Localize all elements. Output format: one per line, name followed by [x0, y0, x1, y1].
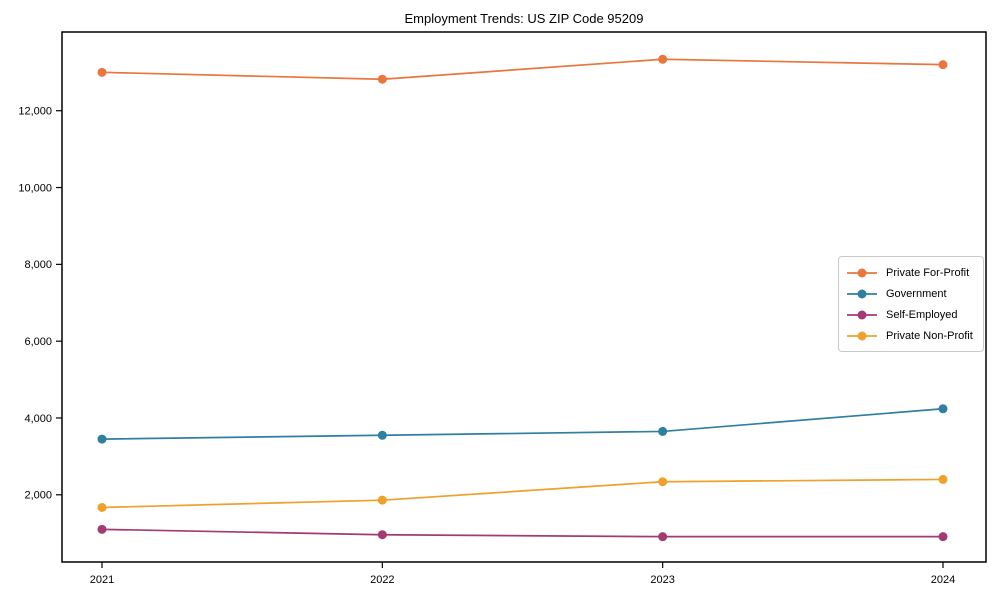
data-point-marker [658, 477, 668, 487]
data-point-marker [938, 474, 948, 484]
y-tick-label: 6,000 [24, 336, 52, 348]
x-tick-label: 2021 [90, 574, 114, 586]
y-tick-label: 12,000 [18, 106, 52, 118]
data-point-marker [97, 524, 107, 534]
data-point-marker [938, 532, 948, 542]
y-tick-label: 8,000 [24, 259, 52, 271]
legend-label: Private For-Profit [886, 266, 970, 279]
legend-marker-icon [847, 310, 877, 319]
x-tick-label: 2024 [931, 574, 955, 586]
legend-label: Self-Employed [886, 308, 958, 321]
legend-item-government: Government [846, 283, 973, 304]
plot-frame [61, 31, 987, 563]
legend-marker-icon [847, 289, 877, 298]
chart-title: Employment Trends: US ZIP Code 95209 [404, 11, 644, 26]
legend-marker-icon [847, 268, 877, 277]
series-line [101, 478, 944, 509]
data-point-marker [938, 404, 948, 414]
data-point-marker [658, 426, 668, 436]
series-line [101, 407, 944, 440]
series-self-employed [97, 524, 948, 542]
legend-item-self-employed: Self-Employed [846, 304, 973, 325]
x-tick-label: 2022 [370, 574, 394, 586]
y-tick-label: 2,000 [24, 490, 52, 502]
data-point-marker [377, 74, 387, 84]
legend-marker-icon [847, 331, 877, 340]
data-point-marker [97, 67, 107, 77]
chart-legend: Private For-Profit Government Self-Employe… [838, 256, 984, 352]
data-point-marker [377, 495, 387, 505]
legend-item-private-non-profit: Private Non-Profit [846, 325, 973, 346]
data-point-marker [658, 532, 668, 542]
data-point-marker [97, 502, 107, 512]
legend-item-private-for-profit: Private For-Profit [846, 262, 973, 283]
series-line [101, 58, 944, 81]
x-tick-label: 2023 [650, 574, 674, 586]
legend-label: Government [886, 287, 947, 300]
y-tick-label: 4,000 [24, 413, 52, 425]
data-point-marker [938, 60, 948, 70]
series-line [101, 528, 944, 538]
series-private-non-profit [97, 474, 948, 512]
series-private-for-profit [97, 54, 948, 84]
legend-label: Private Non-Profit [886, 329, 973, 342]
data-point-marker [658, 54, 668, 64]
data-point-marker [97, 434, 107, 444]
x-axis: 2021 2022 2023 2024 [90, 562, 955, 586]
data-point-marker [377, 530, 387, 540]
y-tick-label: 10,000 [18, 182, 52, 194]
data-point-marker [377, 430, 387, 440]
series-government [97, 404, 948, 444]
y-axis: 2,000 4,000 6,000 8,000 10,000 12,000 [18, 106, 62, 502]
